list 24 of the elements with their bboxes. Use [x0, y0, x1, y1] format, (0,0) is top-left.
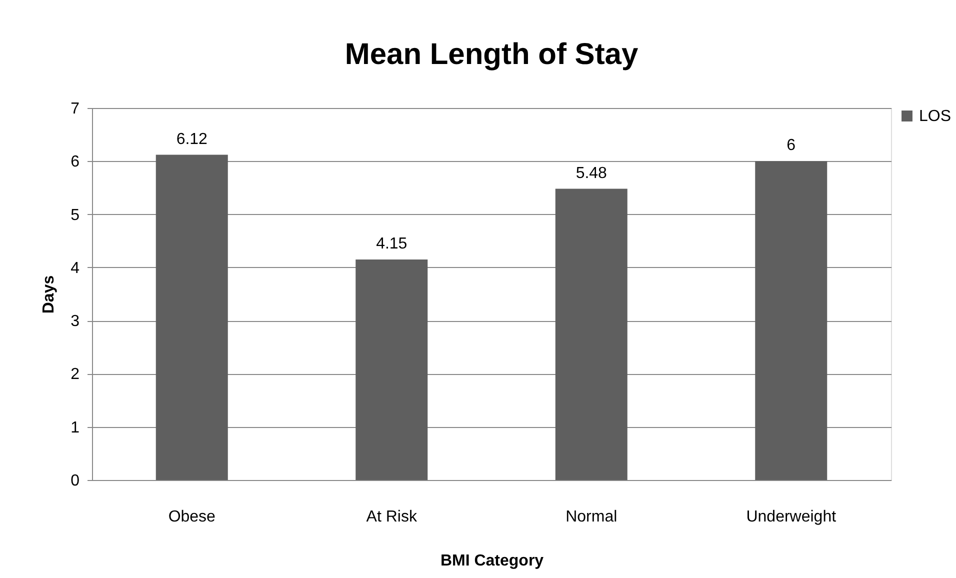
bar: [156, 154, 228, 480]
data-label: 6.12: [176, 130, 208, 148]
data-label: 6: [786, 137, 796, 154]
data-label: 4.15: [376, 235, 408, 252]
y-tick-label: 6: [70, 154, 80, 171]
y-tick-label: 1: [70, 419, 80, 436]
y-tick-label: 7: [70, 100, 80, 118]
legend-label: LOS: [919, 108, 952, 125]
bar: [356, 259, 428, 480]
y-tick-label: 4: [70, 260, 80, 277]
bar: [555, 188, 628, 480]
x-tick-label: Normal: [566, 508, 618, 526]
x-tick-label: Obese: [168, 508, 216, 526]
y-tick-label: 0: [70, 472, 80, 490]
y-axis-title: Days: [40, 275, 58, 314]
data-label: 5.48: [576, 164, 608, 182]
x-tick-label: Underweight: [746, 508, 837, 526]
x-tick-label: At Risk: [366, 508, 418, 526]
y-tick-label: 2: [70, 366, 80, 384]
x-axis-title: BMI Category: [440, 552, 544, 570]
y-tick-label: 3: [70, 313, 80, 330]
chart-title: Mean Length of Stay: [344, 38, 638, 71]
y-tick-label: 5: [70, 206, 80, 224]
bar: [755, 161, 828, 480]
